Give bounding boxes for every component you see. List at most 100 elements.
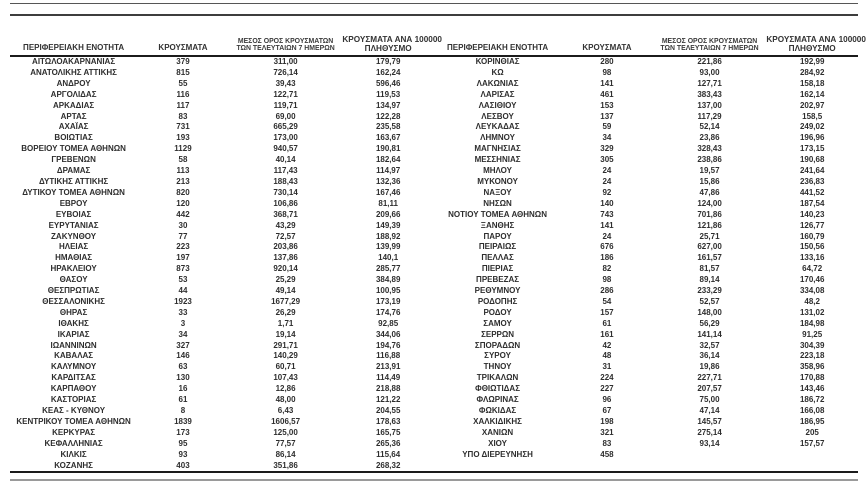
region-cell: ΑΡΚΑΔΙΑΣ [52,100,95,110]
per100k-cell: 140,23 [799,209,825,219]
region-cell: ΑΙΤΩΛΟΑΚΑΡΝΑΝΙΑΣ [32,57,116,66]
cases-cell: 58 [178,155,188,165]
region-cell: ΑΡΤΑΣ [60,111,87,121]
region-cell: ΡΟΔΟΠΗΣ [477,296,518,306]
per100k-cell: 126,77 [799,220,825,230]
cases-cell: 224 [600,373,614,383]
region-cell: ΚΕΦΑΛΛΗΝΙΑΣ [44,438,103,448]
avg7-cell: 940,57 [273,144,298,154]
avg7-cell: 127,71 [697,78,722,88]
cases-cell: 327 [176,340,190,350]
per100k-cell: 218,88 [375,384,401,394]
region-cell: ΧΑΝΙΩΝ [481,427,514,437]
avg7-cell: 291,71 [273,340,298,350]
avg7-cell [653,461,767,473]
per100k-cell: 223,18 [799,351,825,361]
col-header-per100k-line2: ΠΛΗΘΥΣΜΟ [788,44,836,53]
table-row: ΔΥΤΙΚΗΣ ΑΤΤΙΚΗΣ 213 188,43 132,36 ΜΥΚΟΝΟΥ 24 1… [10,177,858,188]
region-cell: ΚΕΡΚΥΡΑΣ [52,427,96,437]
region-cell: ΑΝΑΤΟΛΙΚΗΣ ΑΤΤΙΚΗΣ [30,67,117,77]
per100k-cell: 441,52 [799,187,825,197]
col-header-per100k-line1: ΚΡΟΥΣΜΑΤΑ ΑΝΑ 100000 [766,35,866,44]
cases-cell: 743 [600,209,614,219]
cases-cell: 77 [178,231,188,241]
region-cell: ΜΕΣΣΗΝΙΑΣ [474,155,521,165]
avg7-cell: 25,29 [275,275,296,285]
col-header-avg7-line1: ΜΕΣΟΣ ΟΡΟΣ ΚΡΟΥΣΜΑΤΩΝ [661,37,758,45]
per100k-cell: 165,75 [375,427,401,437]
avg7-cell: 86,14 [275,449,296,459]
region-cell: ΗΡΑΚΛΕΙΟΥ [50,264,97,274]
per100k-cell: 344,06 [375,329,401,339]
region-cell: ΧΙΟΥ [488,438,508,448]
table-row: ΚΙΛΚΙΣ 93 86,14 115,64 ΥΠΟ ΔΙΕΡΕΥΝΗΣΗ 458 [10,450,858,461]
avg7-cell: 124,00 [697,198,722,208]
col-header-per100k-line1: ΚΡΟΥΣΜΑΤΑ ΑΝΑ 100000 [342,35,442,44]
per100k-cell: 186,72 [799,395,825,405]
table-row: ΚΑΡΔΙΤΣΑΣ 130 107,43 114,49 ΤΡΙΚΑΛΩΝ 224 227,7… [10,373,858,384]
per100k-cell: 64,72 [802,264,823,274]
cases-cell: 33 [178,307,188,317]
per100k-cell: 358,96 [799,362,825,372]
avg7-cell: 137,86 [273,253,298,263]
cases-cell: 1839 [174,416,192,426]
avg7-cell: 627,00 [697,242,722,252]
avg7-cell: 188,43 [273,176,298,186]
cases-cell: 31 [602,362,612,372]
cases-cell: 61 [602,318,612,328]
region-cell: ΘΑΣΟΥ [59,275,88,285]
table-row: ΘΑΣΟΥ 53 25,29 384,89 ΠΡΕΒΕΖΑΣ 98 89,14 170,46 [10,275,858,286]
cases-cell: 403 [176,460,190,470]
avg7-cell: 39,43 [275,78,296,88]
avg7-cell: 726,14 [273,67,298,77]
region-cell: ΛΗΜΝΟΥ [480,133,515,143]
per100k-cell: 596,46 [375,78,401,88]
cases-cell: 146 [176,351,190,361]
table-body: ΑΙΤΩΛΟΑΚΑΡΝΑΝΙΑΣ 379 311,00 179,79 ΚΟΡΙΝΘΙΑΣ… [10,56,858,472]
per100k-cell: 236,83 [799,176,825,186]
per100k-cell: 184,98 [799,318,825,328]
cases-cell: 286 [600,286,614,296]
region-cell: ΦΛΩΡΙΝΑΣ [476,395,519,405]
cases-cell: 34 [602,133,612,143]
per100k-cell: 284,92 [799,67,825,77]
avg7-cell: 233,29 [697,286,722,296]
per100k-cell: 235,58 [375,122,401,132]
per100k-cell: 285,77 [375,264,401,274]
per100k-cell: 115,64 [376,449,401,459]
avg7-cell: 52,14 [699,122,720,132]
avg7-cell: 12,86 [275,384,296,394]
cases-cell: 141 [600,220,614,230]
cases-cell: 223 [176,242,190,252]
per100k-cell: 132,36 [375,176,401,186]
region-cell: ΛΑΡΙΣΑΣ [480,89,515,99]
cases-cell: 458 [600,449,614,459]
per100k-cell: 163,67 [375,133,401,143]
avg7-cell: 148,00 [697,307,722,317]
cases-cell: 815 [176,67,190,77]
cases-cell: 34 [178,329,188,339]
avg7-cell: 328,43 [697,144,722,154]
report-sheet: ΠΕΡΙΦΕΡΕΙΑΚΗ ΕΝΟΤΗΤΑ ΚΡΟΥΣΜΑΤΑ ΜΕΣΟΣ ΟΡΟ… [10,3,866,482]
regional-cases-table: ΠΕΡΙΦΕΡΕΙΑΚΗ ΕΝΟΤΗΤΑ ΚΡΟΥΣΜΑΤΑ ΜΕΣΟΣ ΟΡΟ… [10,27,866,474]
avg7-cell: 119,71 [273,100,298,110]
per100k-cell: 249,02 [799,122,825,132]
cases-cell: 140 [600,198,614,208]
avg7-cell: 43,29 [275,220,296,230]
table-row: ΕΒΡΟΥ 120 106,86 81,11 ΝΗΣΩΝ 140 124,00 187,54 [10,199,858,210]
region-cell: ΗΜΑΘΙΑΣ [55,253,93,263]
per100k-cell: 119,53 [376,89,401,99]
avg7-cell [653,450,767,461]
region-cell: ΞΑΝΘΗΣ [480,220,515,230]
avg7-cell: 920,14 [273,264,298,274]
table-row: ΚΑΡΠΑΘΟΥ 16 12,86 218,88 ΦΘΙΩΤΙΔΑΣ 227 207,57 1… [10,384,858,395]
region-cell: ΜΗΛΟΥ [483,166,513,176]
cases-cell: 24 [602,231,612,241]
region-cell: ΠΙΕΡΙΑΣ [481,264,514,274]
table-row: ΑΡΚΑΔΙΑΣ 117 119,71 134,97 ΛΑΣΙΘΙΟΥ 153 137,00… [10,101,858,112]
per100k-cell: 174,76 [375,307,401,317]
cases-cell: 1129 [174,144,192,154]
cases-cell: 83 [602,438,612,448]
region-cell: ΚΟΡΙΝΘΙΑΣ [475,57,520,66]
cases-cell: 442 [176,209,190,219]
